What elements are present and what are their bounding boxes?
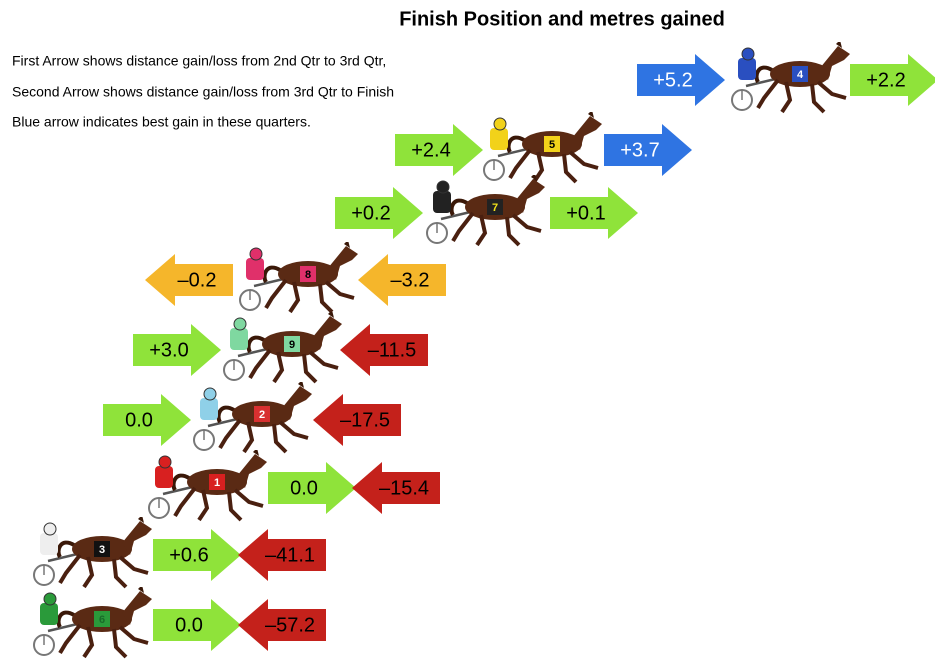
- arrow-label: –57.2: [265, 614, 315, 636]
- arrow-label: +2.2: [866, 69, 905, 91]
- driver: [155, 466, 173, 488]
- row: +0.6 3 –41.1: [34, 515, 326, 587]
- horse: 9: [224, 310, 342, 382]
- horse-number: 5: [549, 139, 555, 151]
- arrow-label: 0.0: [175, 614, 203, 636]
- helmet: [742, 48, 754, 60]
- helmet: [250, 248, 262, 260]
- helmet: [204, 388, 216, 400]
- arrow-label: –11.5: [368, 339, 417, 361]
- note: Blue arrow indicates best gain in these …: [12, 114, 311, 130]
- horse-number: 1: [214, 477, 220, 489]
- note: Second Arrow shows distance gain/loss fr…: [12, 84, 394, 100]
- arrow-label: –0.2: [178, 269, 217, 291]
- page: Finish Position and metres gained First …: [0, 0, 935, 659]
- row: +3.0 9 –11.5: [133, 310, 428, 382]
- driver: [433, 191, 451, 213]
- horse-number: 6: [99, 614, 105, 626]
- horse: 3: [34, 515, 152, 587]
- horse: 1: [149, 448, 267, 520]
- arrow-label: –17.5: [340, 409, 390, 431]
- horse-number: 7: [492, 202, 498, 214]
- horse-number: 4: [797, 69, 804, 81]
- horse-number: 9: [289, 339, 295, 351]
- arrow-label: +5.2: [653, 69, 692, 91]
- row: 0.0 6 –57.2: [34, 585, 326, 657]
- arrow-label: –41.1: [265, 544, 315, 566]
- horse-number: 2: [259, 409, 265, 421]
- helmet: [494, 118, 506, 130]
- horse: 2: [194, 380, 312, 452]
- driver: [200, 398, 218, 420]
- helmet: [437, 181, 449, 193]
- horse: 4: [732, 40, 850, 112]
- helmet: [44, 593, 56, 605]
- row: +0.2 7 +0.1: [335, 173, 638, 245]
- arrow-label: 0.0: [290, 477, 318, 499]
- arrow-label: +3.7: [620, 139, 659, 161]
- arrow-label: –15.4: [379, 477, 429, 499]
- row: 0.0 2 –17.5: [103, 380, 401, 452]
- horse: 5: [484, 110, 602, 182]
- note: First Arrow shows distance gain/loss fro…: [12, 53, 386, 69]
- driver: [40, 603, 58, 625]
- arrow-label: +3.0: [149, 339, 188, 361]
- arrow-label: –3.2: [391, 269, 430, 291]
- horse: 7: [427, 173, 545, 245]
- helmet: [234, 318, 246, 330]
- row: +5.2 4 +2.2: [637, 40, 935, 112]
- driver: [230, 328, 248, 350]
- helmet: [44, 523, 56, 535]
- diagram: Finish Position and metres gained First …: [0, 0, 935, 659]
- row: +2.4 5 +3.7: [395, 110, 692, 182]
- title: Finish Position and metres gained: [399, 8, 725, 30]
- arrow-label: +0.2: [351, 202, 390, 224]
- horse-number: 8: [305, 269, 311, 281]
- driver: [246, 258, 264, 280]
- horse-number: 3: [99, 544, 105, 556]
- driver: [738, 58, 756, 80]
- driver: [40, 533, 58, 555]
- helmet: [159, 456, 171, 468]
- horse: 6: [34, 585, 152, 657]
- arrow-label: +2.4: [411, 139, 450, 161]
- arrow-label: 0.0: [125, 409, 153, 431]
- row: 0.0 1 –15.4: [149, 448, 440, 520]
- row: –0.2 8 –3.2: [145, 240, 446, 312]
- horse: 8: [240, 240, 358, 312]
- arrow-label: +0.1: [566, 202, 605, 224]
- arrow-label: +0.6: [169, 544, 208, 566]
- driver: [490, 128, 508, 150]
